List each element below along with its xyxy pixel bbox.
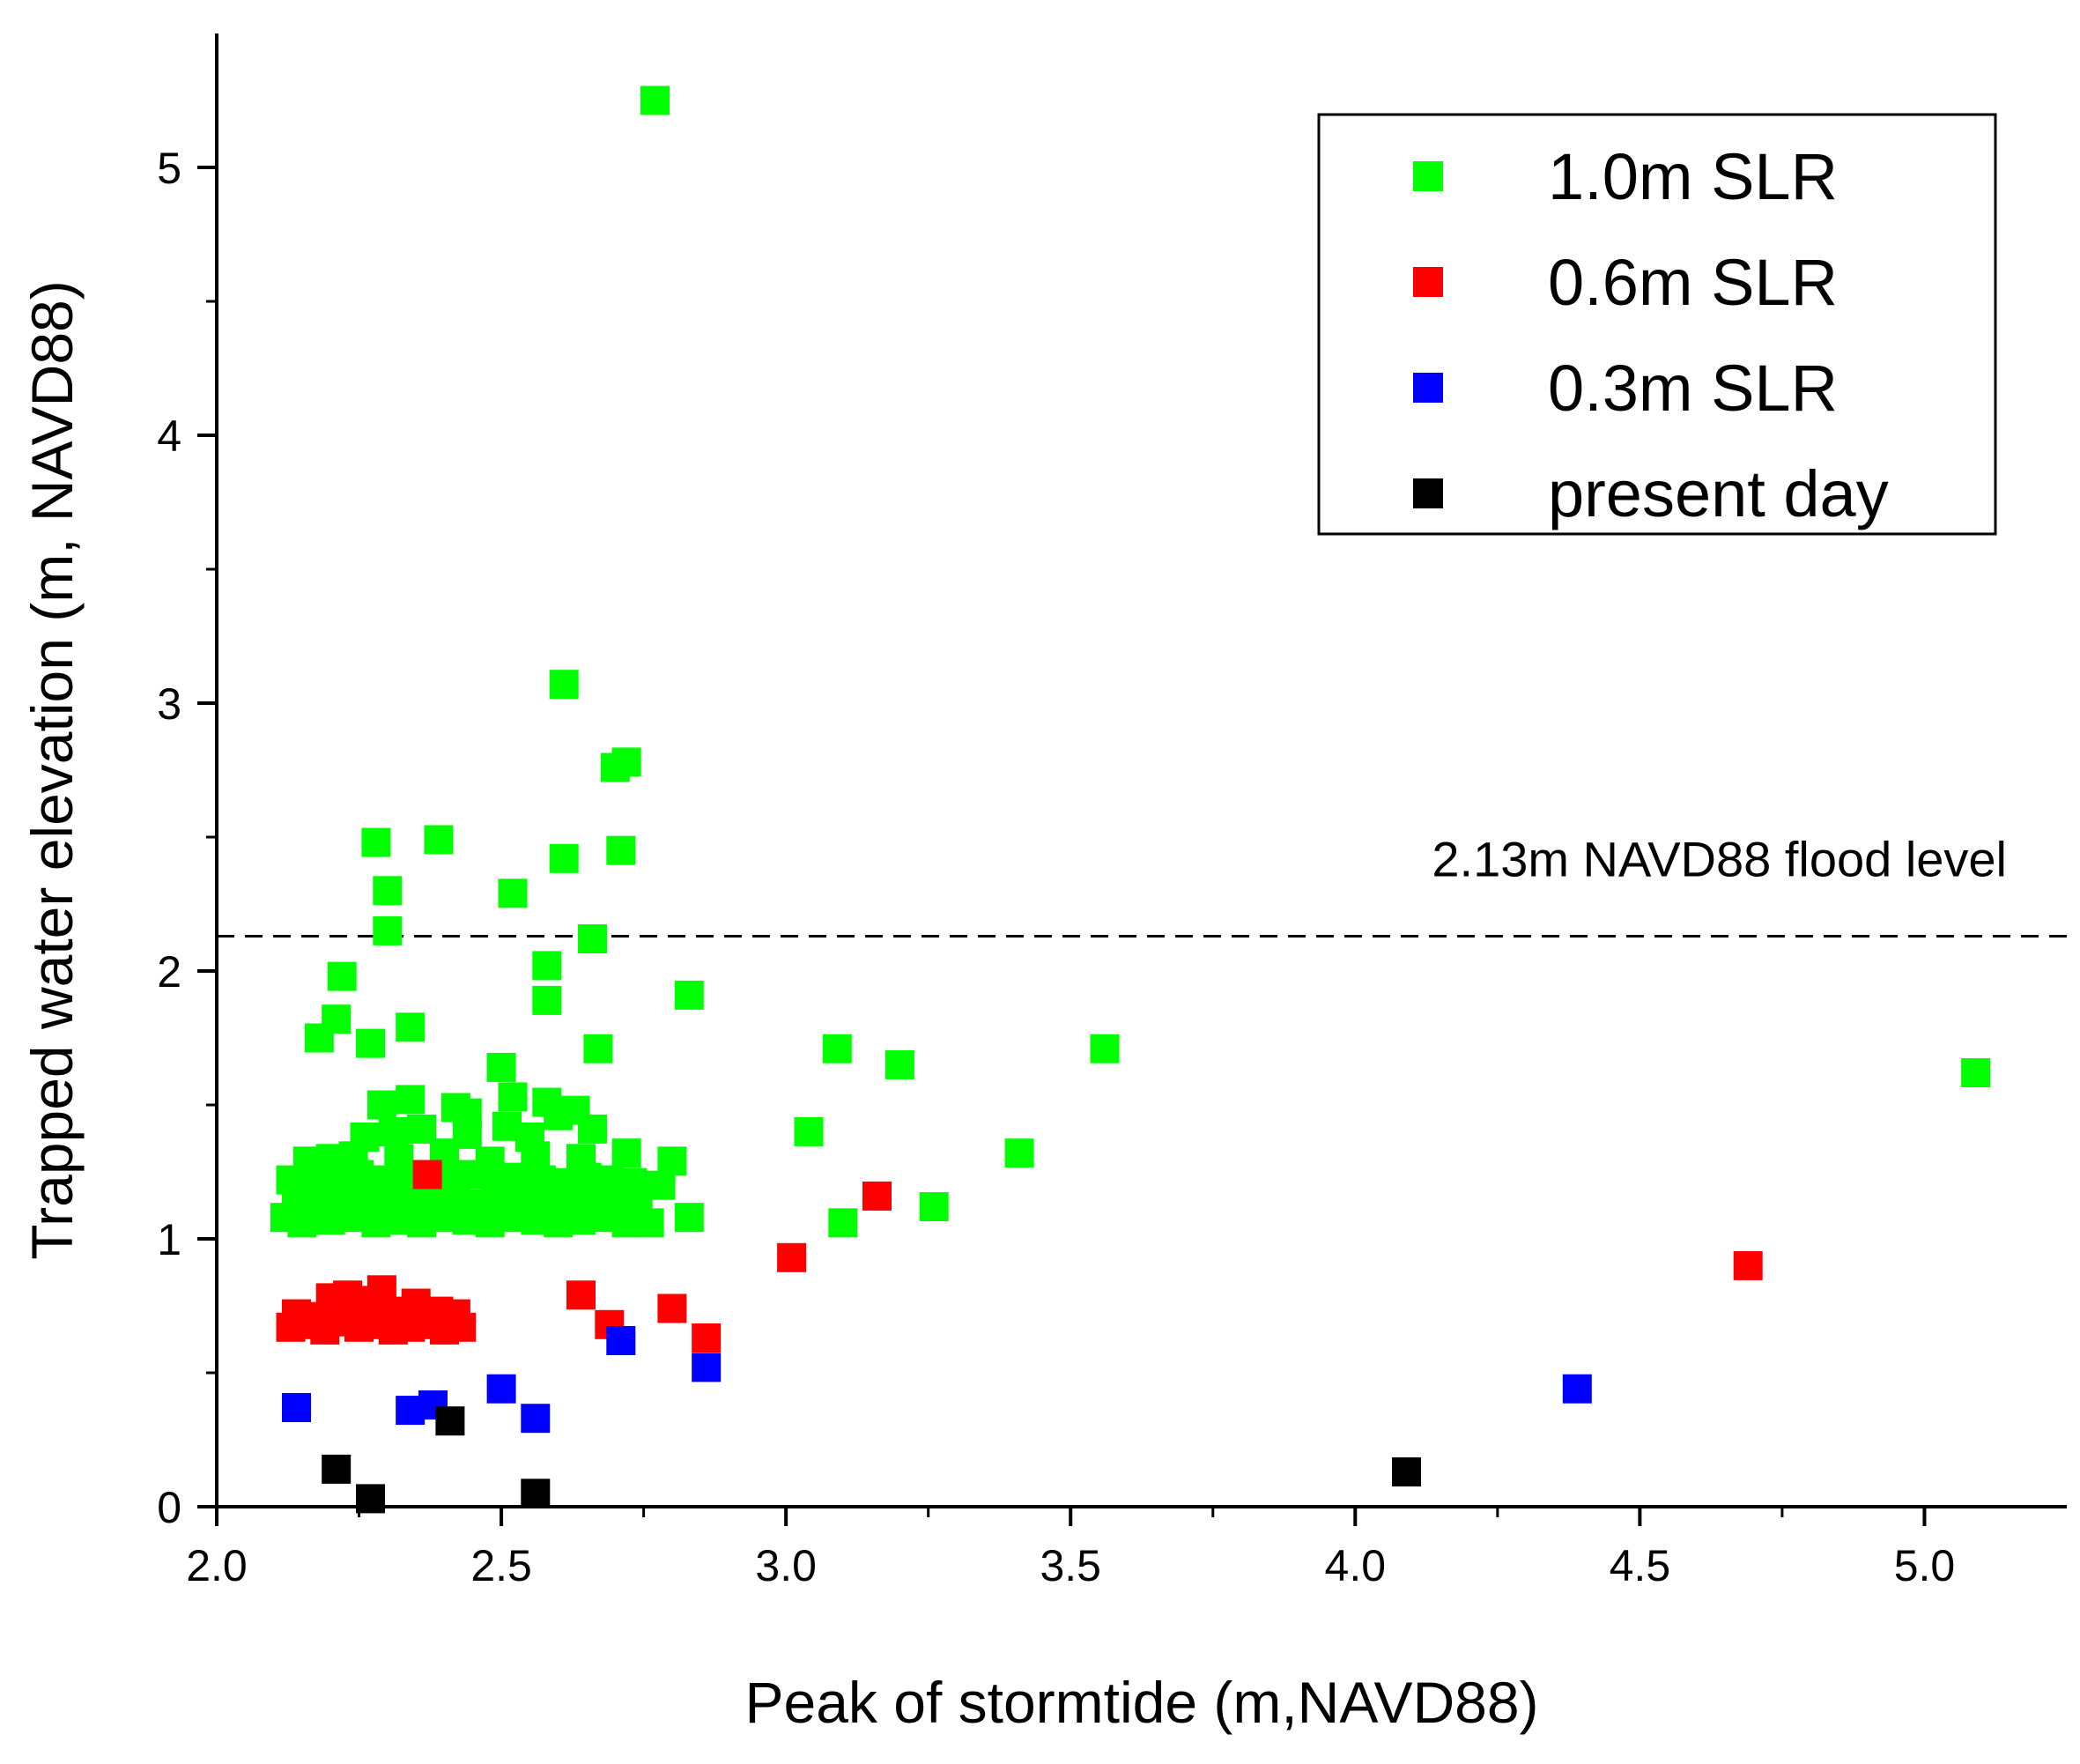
- data-point: [611, 1138, 641, 1168]
- data-point: [412, 1160, 442, 1190]
- data-point: [401, 1288, 431, 1318]
- data-point: [361, 827, 391, 857]
- data-point: [498, 878, 528, 908]
- data-point: [366, 1090, 396, 1120]
- legend-label: present day: [1548, 457, 1889, 530]
- legend-label: 1.0m SLR: [1548, 140, 1838, 213]
- data-point: [498, 1082, 528, 1112]
- data-point: [1090, 1034, 1120, 1064]
- data-point: [600, 752, 630, 782]
- x-tick-label: 3.5: [1040, 1541, 1101, 1590]
- data-point: [514, 1123, 544, 1152]
- data-point: [640, 85, 670, 115]
- data-point: [532, 951, 562, 981]
- legend-marker: [1413, 161, 1443, 191]
- data-point: [424, 825, 454, 855]
- data-point: [315, 1144, 345, 1174]
- data-point: [373, 915, 403, 945]
- data-point: [618, 1167, 648, 1197]
- data-point: [1392, 1457, 1421, 1486]
- data-point: [384, 1144, 414, 1174]
- data-point: [322, 1454, 352, 1484]
- data-point: [366, 1275, 396, 1305]
- flood-level-label: 2.13m NAVD88 flood level: [1432, 831, 2007, 886]
- series-0-3m-slr: [282, 1326, 1592, 1434]
- data-point: [1961, 1058, 1991, 1087]
- data-point: [521, 1479, 551, 1508]
- y-tick-label: 1: [157, 1215, 181, 1264]
- data-point: [356, 1028, 385, 1058]
- y-tick-label: 3: [157, 679, 181, 729]
- data-point: [657, 1146, 687, 1176]
- data-point: [396, 1012, 426, 1042]
- data-point: [828, 1208, 858, 1238]
- data-point: [356, 1484, 385, 1514]
- data-point: [919, 1192, 949, 1221]
- x-axis-title: Peak of stormtide (m,NAVD88): [744, 1670, 1538, 1735]
- data-point: [486, 1374, 516, 1404]
- data-point: [521, 1404, 551, 1434]
- data-point: [350, 1123, 380, 1152]
- data-point: [396, 1085, 426, 1115]
- data-point: [692, 1323, 722, 1353]
- data-point: [475, 1146, 505, 1176]
- legend-label: 0.3m SLR: [1548, 352, 1838, 425]
- y-tick-label: 2: [157, 947, 181, 997]
- data-point: [606, 835, 636, 865]
- data-point: [435, 1406, 465, 1436]
- data-point: [578, 924, 607, 953]
- legend-label: 0.6m SLR: [1548, 246, 1838, 319]
- y-tick-label: 0: [157, 1483, 181, 1532]
- data-point: [452, 1098, 482, 1128]
- x-tick-label: 2.5: [470, 1541, 532, 1590]
- series-1-0m-slr: [270, 85, 1991, 1238]
- data-point: [862, 1181, 892, 1211]
- series-0-6m-slr: [276, 1160, 1763, 1353]
- y-tick-label: 5: [157, 144, 181, 193]
- data-point: [407, 1114, 437, 1144]
- data-point: [549, 843, 579, 873]
- data-point: [1562, 1374, 1592, 1404]
- data-point: [544, 1101, 574, 1130]
- data-point: [583, 1034, 613, 1064]
- data-point: [777, 1242, 807, 1272]
- x-tick-label: 2.0: [186, 1541, 248, 1590]
- legend-marker: [1413, 373, 1443, 403]
- data-point: [885, 1049, 914, 1079]
- data-point: [1004, 1138, 1034, 1168]
- data-point: [674, 980, 704, 1010]
- series-present-day: [322, 1406, 1421, 1514]
- data-point: [674, 1203, 704, 1233]
- legend-marker: [1413, 267, 1443, 297]
- y-axis-title: Trapped water elevation (m, NAVD88): [19, 280, 85, 1259]
- data-point: [282, 1393, 311, 1422]
- data-point: [304, 1023, 334, 1053]
- data-point: [606, 1326, 636, 1355]
- x-tick-label: 4.0: [1325, 1541, 1387, 1590]
- x-tick-label: 4.5: [1610, 1541, 1671, 1590]
- data-point: [1733, 1250, 1763, 1280]
- x-tick-label: 3.0: [755, 1541, 817, 1590]
- data-point: [657, 1293, 687, 1323]
- y-tick-label: 4: [157, 411, 181, 461]
- data-point: [440, 1299, 470, 1329]
- legend-marker: [1413, 478, 1443, 508]
- data-point: [822, 1034, 852, 1064]
- data-point: [327, 961, 357, 991]
- data-point: [692, 1353, 722, 1382]
- data-point: [486, 1052, 516, 1082]
- data-point: [549, 670, 579, 700]
- data-point: [532, 985, 562, 1015]
- data-point: [566, 1144, 596, 1174]
- data-point: [566, 1280, 596, 1310]
- data-point: [373, 876, 403, 906]
- data-point: [794, 1116, 824, 1146]
- data-point: [378, 1116, 408, 1146]
- x-tick-label: 5.0: [1894, 1541, 1956, 1590]
